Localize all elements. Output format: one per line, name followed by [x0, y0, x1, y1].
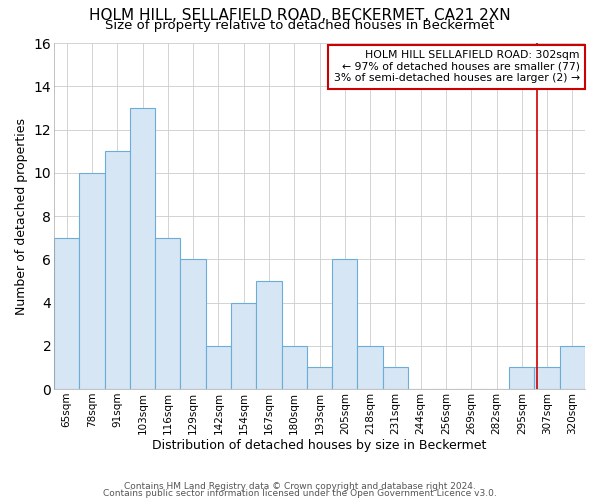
Text: Size of property relative to detached houses in Beckermet: Size of property relative to detached ho…: [106, 18, 494, 32]
Bar: [206, 346, 231, 389]
Text: Contains HM Land Registry data © Crown copyright and database right 2024.: Contains HM Land Registry data © Crown c…: [124, 482, 476, 491]
Y-axis label: Number of detached properties: Number of detached properties: [15, 118, 28, 314]
Bar: [535, 368, 560, 389]
Bar: [104, 151, 130, 389]
Bar: [281, 346, 307, 389]
Bar: [383, 368, 408, 389]
Bar: [560, 346, 585, 389]
X-axis label: Distribution of detached houses by size in Beckermet: Distribution of detached houses by size …: [152, 440, 487, 452]
Bar: [332, 260, 358, 389]
Bar: [54, 238, 79, 389]
Text: Contains public sector information licensed under the Open Government Licence v3: Contains public sector information licen…: [103, 490, 497, 498]
Text: HOLM HILL SELLAFIELD ROAD: 302sqm
← 97% of detached houses are smaller (77)
3% o: HOLM HILL SELLAFIELD ROAD: 302sqm ← 97% …: [334, 50, 580, 83]
Bar: [358, 346, 383, 389]
Bar: [256, 281, 281, 389]
Bar: [307, 368, 332, 389]
Bar: [231, 302, 256, 389]
Bar: [181, 260, 206, 389]
Bar: [130, 108, 155, 389]
Bar: [79, 173, 104, 389]
Bar: [155, 238, 181, 389]
Bar: [509, 368, 535, 389]
Text: HOLM HILL, SELLAFIELD ROAD, BECKERMET, CA21 2XN: HOLM HILL, SELLAFIELD ROAD, BECKERMET, C…: [89, 8, 511, 22]
